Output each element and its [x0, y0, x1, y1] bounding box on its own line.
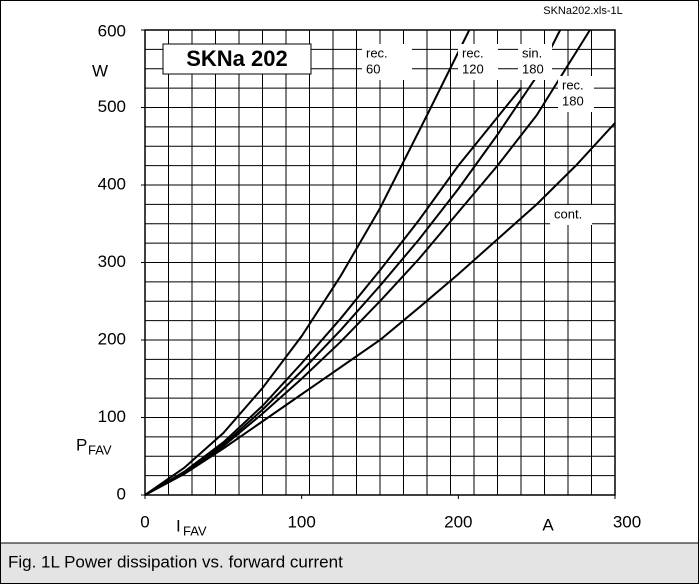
caption: Fig. 1L Power dissipation vs. forward cu… [8, 552, 343, 571]
legend-label: rec. [562, 77, 584, 92]
x-label: I [176, 516, 181, 535]
legend-label: rec. [462, 45, 484, 60]
legend-label: 60 [366, 61, 380, 76]
y-tick-label: 0 [117, 484, 126, 503]
legend-label: 180 [522, 61, 544, 76]
caption-bar [1, 543, 698, 583]
legend-label: 120 [462, 61, 484, 76]
y-label-sub: FAV [88, 442, 112, 457]
corner-note: SKNa202.xls-1L [543, 5, 623, 17]
curve [144, 87, 522, 496]
y-tick-label: 600 [98, 21, 126, 40]
y-tick-label: 300 [98, 252, 126, 271]
legend-label: cont. [554, 206, 582, 221]
curve [144, 29, 591, 496]
legend-label: rec. [366, 45, 388, 60]
x-tick-label: 300 [613, 512, 641, 531]
legend-box [458, 44, 498, 80]
y-tick-label: 100 [98, 407, 126, 426]
y-label: P [76, 435, 87, 454]
x-unit: A [542, 515, 554, 534]
legend-box [518, 44, 552, 80]
x-tick-label: 0 [140, 512, 149, 531]
x-label-sub: FAV [183, 523, 207, 538]
curve [144, 29, 562, 496]
title: SKNa 202 [186, 46, 288, 71]
legend-label: 180 [562, 93, 584, 108]
x-tick-label: 200 [444, 512, 472, 531]
y-tick-label: 400 [98, 174, 126, 193]
curve [144, 122, 616, 496]
y-tick-label: 200 [98, 329, 126, 348]
curve [144, 29, 471, 496]
x-tick-label: 100 [287, 512, 315, 531]
legend-box [362, 44, 412, 80]
legend-label: sin. [522, 45, 542, 60]
legend-box [550, 205, 592, 225]
title-box [162, 43, 312, 75]
y-tick-label: 500 [98, 97, 126, 116]
legend-box [558, 76, 594, 112]
y-unit: W [92, 61, 108, 80]
